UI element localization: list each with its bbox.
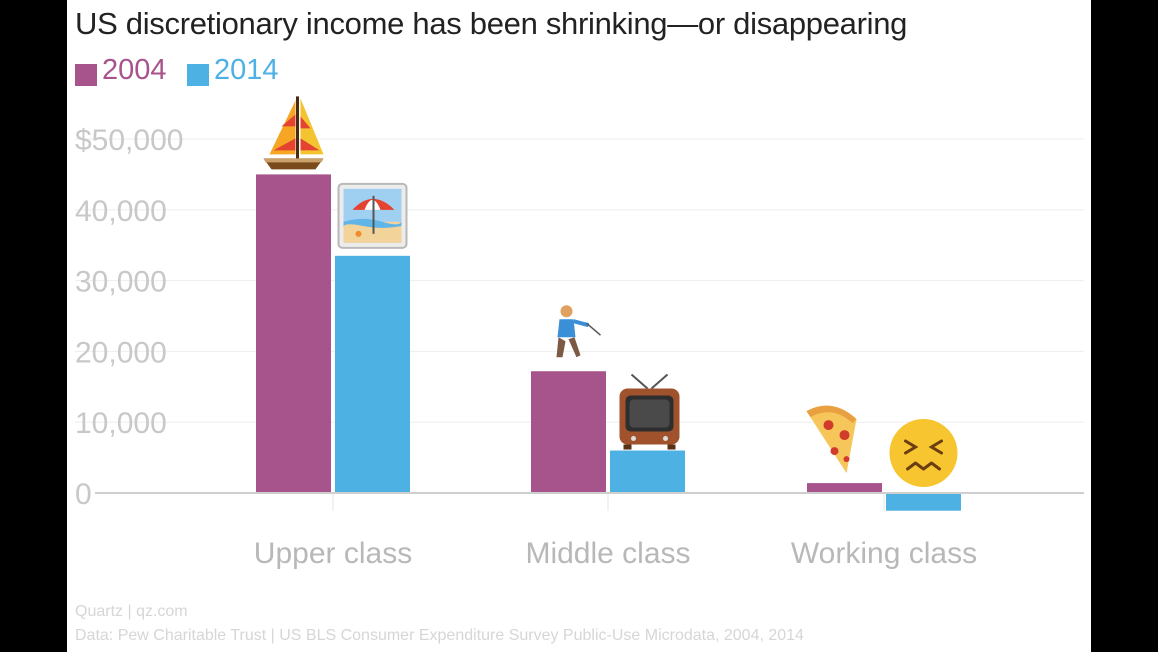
- y-tick-label: 10,000: [75, 407, 167, 440]
- x-tick-label: Working class: [791, 537, 977, 570]
- legend-swatch-2014: [187, 64, 209, 86]
- bar-2004: [256, 174, 331, 493]
- chart-card: US discretionary income has been shrinki…: [67, 0, 1091, 652]
- footer-credit: Quartz | qz.com: [75, 603, 188, 620]
- chart-title: US discretionary income has been shrinki…: [75, 6, 908, 41]
- bar-2014: [610, 450, 685, 493]
- bar-2004: [531, 371, 606, 493]
- legend-swatch-2004: [75, 64, 97, 86]
- confounded-face-icon: [889, 419, 958, 487]
- pizza-icon: [806, 405, 857, 474]
- y-tick-label: 20,000: [75, 336, 167, 369]
- sailboat-icon: [263, 96, 324, 170]
- bar-2014: [886, 493, 961, 511]
- bar-2014: [335, 255, 410, 493]
- plot-area: 0 10,000 20,000 30,000 40,000 $50,000 Upper cl…: [75, 96, 1084, 570]
- y-tick-label: 40,000: [75, 195, 167, 228]
- beach-umbrella-icon: [337, 182, 408, 249]
- footer-source: Data: Pew Charitable Trust | US BLS Cons…: [75, 627, 804, 644]
- bar-2004: [807, 483, 882, 493]
- golfer-icon: [556, 305, 601, 358]
- x-tick-label: Upper class: [254, 537, 412, 570]
- x-tick-label: Middle class: [525, 537, 690, 570]
- television-icon: [619, 373, 680, 450]
- legend-label-2014: 2014: [214, 54, 279, 86]
- legend-label-2004: 2004: [102, 54, 167, 86]
- y-tick-label: $50,000: [75, 124, 183, 157]
- y-tick-label: 30,000: [75, 266, 167, 299]
- y-tick-label: 0: [75, 478, 92, 511]
